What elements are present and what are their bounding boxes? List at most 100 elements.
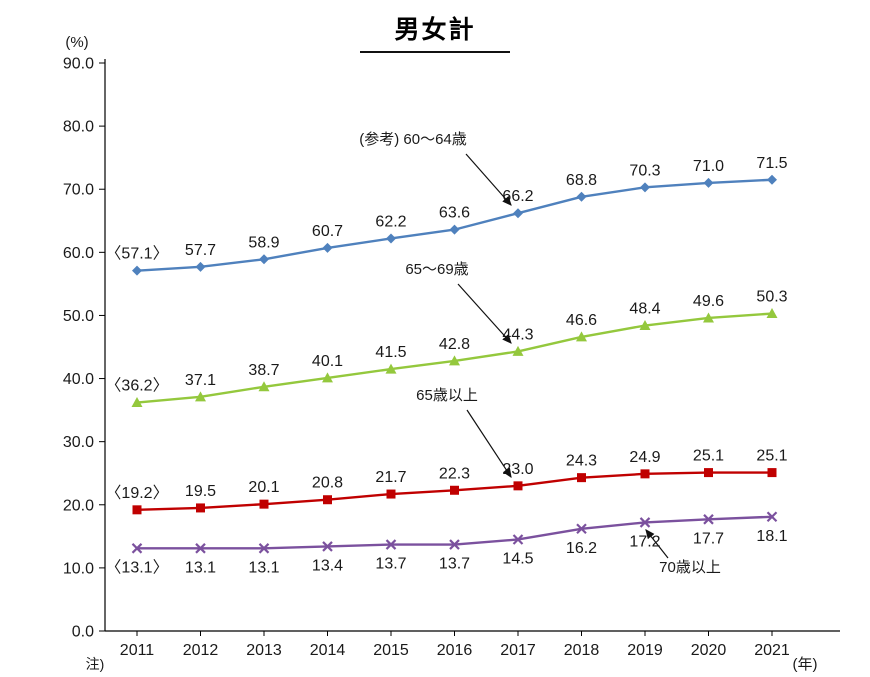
data-label: 66.2 bbox=[502, 188, 533, 205]
marker-square bbox=[704, 468, 713, 478]
annotation-arrow bbox=[466, 409, 512, 479]
marker-triangle bbox=[576, 331, 587, 342]
annotation-label: (参考) 60～64歳 bbox=[359, 131, 467, 148]
marker-triangle bbox=[703, 312, 714, 323]
marker-square bbox=[513, 481, 523, 491]
data-label: 〈19.2〉 bbox=[105, 485, 168, 502]
y-tick-label: 80.0 bbox=[63, 119, 94, 136]
data-label: 13.7 bbox=[439, 556, 470, 573]
data-label: 58.9 bbox=[248, 234, 279, 251]
data-label: 16.2 bbox=[566, 540, 597, 557]
data-label: 48.4 bbox=[629, 301, 660, 318]
marker-x bbox=[576, 523, 587, 535]
data-label: 〈13.1〉 bbox=[105, 559, 168, 576]
data-label: 20.8 bbox=[312, 475, 343, 492]
data-label: 17.7 bbox=[693, 530, 724, 547]
marker-triangle bbox=[195, 391, 206, 402]
data-label: 20.1 bbox=[248, 479, 279, 496]
marker-triangle bbox=[385, 363, 397, 374]
x-tick-label: 2015 bbox=[373, 642, 409, 659]
marker-square bbox=[386, 489, 396, 499]
data-label: 70.3 bbox=[629, 162, 660, 179]
data-label: 25.1 bbox=[756, 448, 787, 465]
y-axis-unit-label: (%) bbox=[65, 34, 88, 51]
marker-x bbox=[195, 543, 206, 554]
data-label: 〈36.2〉 bbox=[105, 378, 168, 395]
data-label: 13.1 bbox=[185, 559, 216, 576]
marker-square bbox=[323, 495, 332, 505]
y-tick-label: 90.0 bbox=[63, 56, 94, 73]
data-label: 71.0 bbox=[693, 158, 724, 175]
data-label: 41.5 bbox=[375, 344, 406, 361]
data-label: 14.5 bbox=[502, 550, 533, 567]
marker-square bbox=[132, 505, 142, 515]
data-label: 62.2 bbox=[375, 213, 406, 230]
y-tick-label: 0.0 bbox=[72, 624, 94, 641]
marker-triangle bbox=[512, 345, 524, 356]
y-tick-label: 30.0 bbox=[63, 434, 94, 451]
data-label: 49.6 bbox=[693, 293, 724, 310]
data-label: 22.3 bbox=[439, 465, 470, 482]
data-label: 24.9 bbox=[629, 449, 660, 466]
data-label: 37.1 bbox=[185, 372, 216, 389]
marker-x bbox=[512, 534, 524, 545]
x-tick-label: 2017 bbox=[500, 642, 536, 659]
y-tick-label: 10.0 bbox=[63, 560, 94, 577]
x-tick-label: 2011 bbox=[120, 642, 155, 659]
chart-title: 男女計 bbox=[360, 10, 510, 53]
data-label: 13.4 bbox=[312, 557, 343, 574]
marker-x bbox=[449, 539, 460, 550]
marker-x bbox=[703, 514, 714, 525]
x-tick-label: 2012 bbox=[183, 642, 219, 659]
data-label: 46.6 bbox=[566, 312, 597, 329]
note-label: 注) bbox=[86, 656, 105, 672]
marker-triangle bbox=[322, 372, 333, 383]
x-axis-unit-label: (年) bbox=[793, 656, 818, 673]
annotation-arrow bbox=[465, 153, 512, 206]
y-tick-label: 50.0 bbox=[63, 308, 94, 325]
data-label: 50.3 bbox=[756, 289, 787, 306]
marker-square bbox=[767, 468, 777, 478]
data-label: 42.8 bbox=[439, 336, 470, 353]
marker-diamond bbox=[449, 224, 460, 235]
marker-square bbox=[450, 485, 459, 495]
marker-x bbox=[766, 511, 778, 523]
marker-diamond bbox=[513, 208, 523, 219]
marker-diamond bbox=[576, 191, 587, 202]
data-label: 13.7 bbox=[375, 556, 406, 573]
marker-diamond bbox=[386, 233, 396, 244]
data-label: 71.5 bbox=[756, 155, 787, 172]
marker-triangle bbox=[639, 320, 651, 331]
annotation-label: 65歳以上 bbox=[416, 387, 478, 404]
data-label: 〈57.1〉 bbox=[105, 246, 168, 263]
annotation-label: 70歳以上 bbox=[659, 559, 721, 576]
annotation-arrow bbox=[645, 529, 669, 559]
data-label: 13.1 bbox=[248, 559, 279, 576]
data-label: 25.1 bbox=[693, 448, 724, 465]
data-label: 18.1 bbox=[756, 528, 787, 545]
data-label: 40.1 bbox=[312, 353, 343, 370]
marker-triangle bbox=[131, 397, 143, 408]
x-tick-label: 2014 bbox=[310, 642, 346, 659]
marker-diamond bbox=[259, 254, 269, 265]
marker-x bbox=[639, 517, 651, 528]
annotation-arrow bbox=[457, 283, 512, 344]
marker-square bbox=[259, 499, 269, 509]
chart-title-row: 男女計 bbox=[0, 10, 870, 53]
y-tick-label: 20.0 bbox=[63, 497, 94, 514]
marker-diamond bbox=[767, 174, 777, 185]
marker-diamond bbox=[132, 265, 142, 276]
marker-diamond bbox=[703, 177, 714, 188]
y-tick-label: 40.0 bbox=[63, 371, 94, 388]
marker-x bbox=[385, 539, 397, 550]
marker-triangle bbox=[449, 355, 460, 366]
data-label: 60.7 bbox=[312, 223, 343, 240]
marker-x bbox=[322, 541, 333, 552]
data-label: 63.6 bbox=[439, 205, 470, 222]
marker-triangle bbox=[258, 381, 270, 392]
x-tick-label: 2019 bbox=[627, 642, 663, 659]
marker-square bbox=[577, 473, 586, 483]
marker-diamond bbox=[640, 182, 650, 193]
x-tick-label: 2013 bbox=[246, 642, 282, 659]
